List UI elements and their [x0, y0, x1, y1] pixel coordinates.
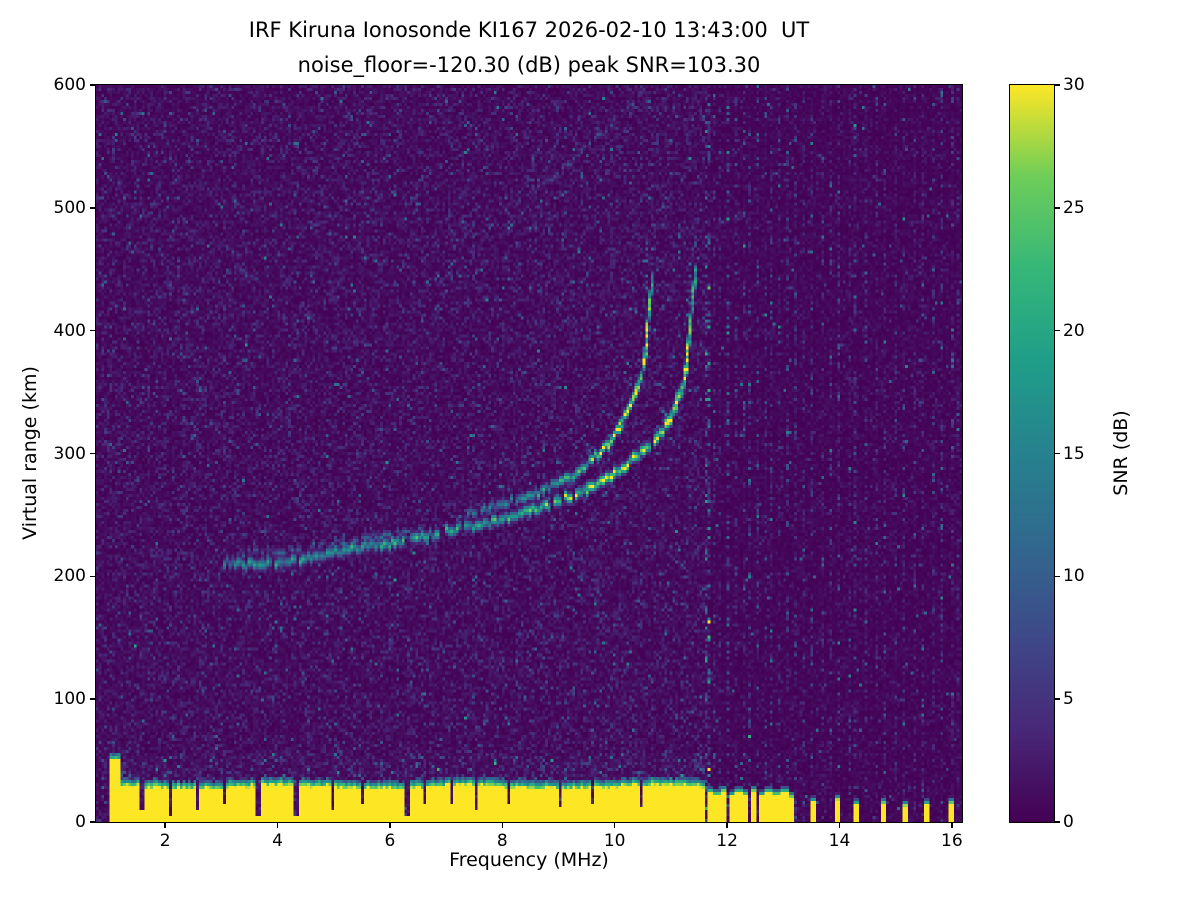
x-tick-label: 2 [159, 831, 171, 851]
chart-title: IRF Kiruna Ionosonde KI167 2026-02-10 13… [248, 18, 810, 42]
x-tick-label: 12 [716, 831, 738, 851]
y-tick-mark [90, 821, 95, 823]
ionogram-heatmap-canvas [95, 84, 963, 823]
x-tick-label: 16 [941, 831, 963, 851]
x-tick-label: 10 [603, 831, 626, 851]
x-tick-label: 8 [496, 831, 508, 851]
x-tick-mark [726, 823, 728, 828]
colorbar-tick-mark [1055, 207, 1060, 209]
x-tick-label: 6 [384, 831, 396, 851]
x-tick-mark [389, 823, 391, 828]
chart-subtitle: noise_floor=-120.30 (dB) peak SNR=103.30 [297, 53, 761, 77]
y-tick-label: 100 [53, 689, 86, 710]
colorbar-tick-label: 5 [1063, 689, 1074, 710]
y-tick-label: 300 [53, 443, 86, 464]
x-tick-mark [613, 823, 616, 828]
colorbar-tick-label: 25 [1063, 197, 1085, 218]
colorbar-tick-label: 10 [1063, 566, 1085, 587]
colorbar-tick-mark [1055, 84, 1060, 86]
colorbar-tick-label: 15 [1063, 443, 1085, 464]
x-axis-label: Frequency (MHz) [449, 849, 609, 871]
colorbar-tick-label: 0 [1063, 812, 1074, 832]
y-tick-mark [90, 84, 95, 86]
y-tick-label: 500 [53, 197, 86, 218]
y-tick-mark [90, 207, 95, 209]
x-tick-label: 14 [828, 831, 851, 851]
colorbar-canvas [1009, 84, 1055, 823]
y-tick-mark [90, 452, 95, 455]
x-tick-mark [501, 823, 504, 828]
x-tick-mark [951, 823, 953, 828]
colorbar-tick-label: 30 [1063, 75, 1085, 95]
colorbar-tick-label: 20 [1063, 320, 1085, 341]
colorbar-label: SNR (dB) [1110, 410, 1132, 496]
y-tick-label: 200 [53, 566, 86, 587]
colorbar-tick-mark [1055, 821, 1060, 823]
y-tick-label: 0 [75, 812, 86, 832]
x-tick-mark [164, 823, 166, 828]
y-tick-mark [90, 575, 95, 578]
y-tick-label: 400 [53, 320, 86, 341]
y-tick-label: 600 [53, 75, 86, 95]
colorbar-tick-mark [1055, 575, 1060, 578]
x-tick-mark [838, 823, 841, 828]
colorbar-tick-mark [1055, 452, 1060, 455]
x-tick-label: 4 [272, 831, 283, 851]
colorbar-tick-mark [1055, 698, 1060, 700]
x-tick-mark [276, 823, 279, 828]
y-tick-mark [90, 329, 95, 332]
y-tick-mark [90, 698, 95, 700]
colorbar-tick-mark [1055, 329, 1060, 332]
